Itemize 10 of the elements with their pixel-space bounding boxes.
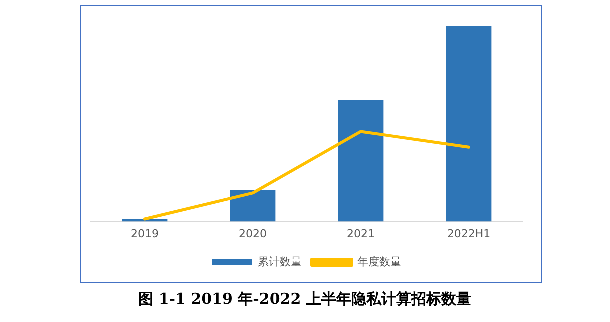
text: 图 1-1 2019 年-2022 上半年隐私计算招标数量	[138, 290, 472, 309]
bar	[446, 26, 492, 222]
legend-label: 累计数量	[258, 255, 302, 268]
x-tick-label: 2019	[131, 227, 159, 240]
bar	[230, 190, 276, 222]
x-tick-label: 2021	[347, 227, 375, 240]
x-tick-label: 2020	[239, 227, 267, 240]
legend-label: 年度数量	[358, 255, 402, 268]
bar	[338, 100, 384, 222]
x-tick-label: 2022H1	[447, 227, 491, 240]
